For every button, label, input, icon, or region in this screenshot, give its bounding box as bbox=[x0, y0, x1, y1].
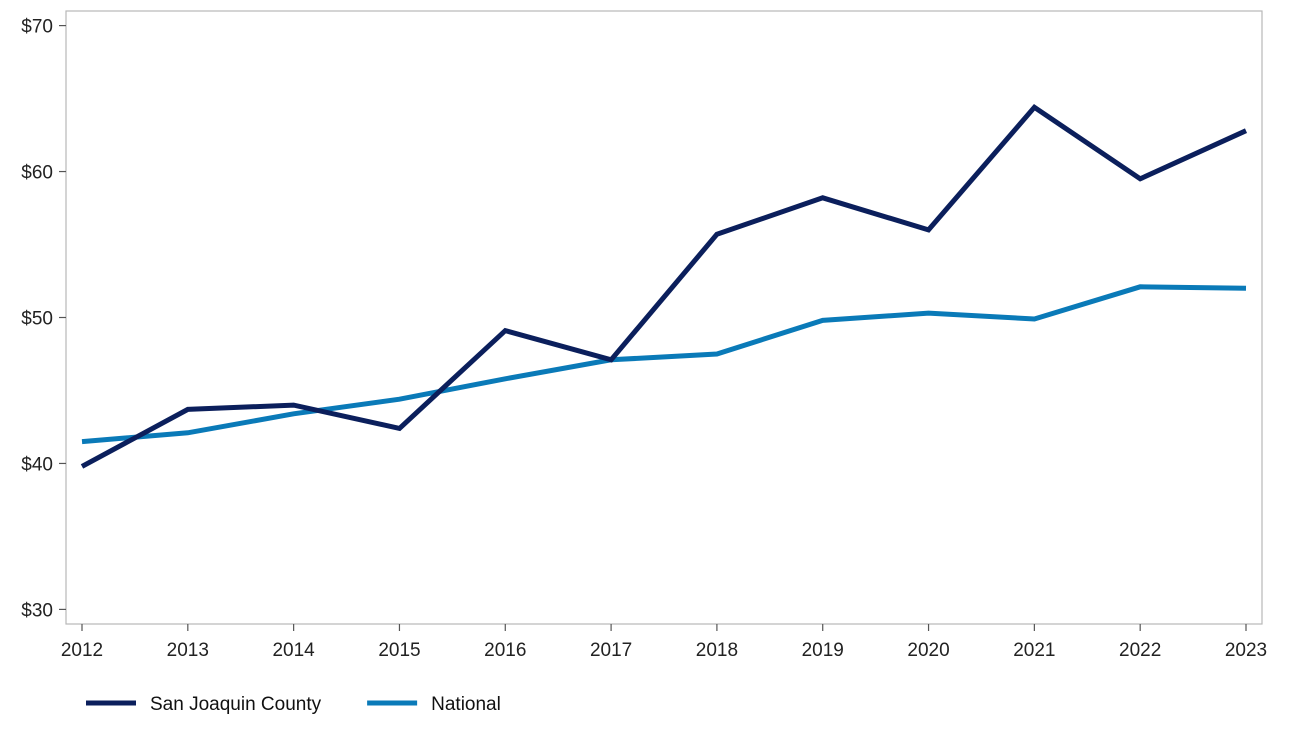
series-line-national bbox=[81, 284, 1247, 445]
y-tick-label: $50 bbox=[21, 309, 53, 330]
x-tick-label: 2013 bbox=[167, 640, 209, 661]
series-layer bbox=[80, 103, 1248, 469]
x-tick-label: 2012 bbox=[61, 640, 103, 661]
legend: San Joaquin County National bbox=[86, 694, 501, 715]
series-line-san-joaquin-county bbox=[80, 103, 1248, 469]
plot-frame bbox=[65, 10, 1263, 625]
x-tick-label: 2020 bbox=[907, 640, 949, 661]
legend-label: San Joaquin County bbox=[150, 694, 322, 715]
y-tick-label: $30 bbox=[21, 600, 53, 621]
legend-item: San Joaquin County bbox=[86, 694, 322, 715]
x-tick-label: 2016 bbox=[484, 640, 526, 661]
x-tick-label: 2021 bbox=[1013, 640, 1055, 661]
x-tick-label: 2015 bbox=[378, 640, 420, 661]
y-tick-label: $60 bbox=[21, 163, 53, 184]
x-tick-label: 2014 bbox=[272, 640, 315, 661]
x-tick-label: 2022 bbox=[1119, 640, 1161, 661]
x-axis: 2012 2013 2014 2015 2016 2017 2018 2019 2020 2021… bbox=[61, 624, 1267, 661]
y-tick-label: $70 bbox=[21, 17, 53, 38]
x-tick-label: 2019 bbox=[802, 640, 844, 661]
y-tick-label: $40 bbox=[21, 454, 53, 475]
legend-label: National bbox=[431, 694, 501, 715]
y-axis: $30 $40 $50 $60 $70 bbox=[21, 17, 66, 621]
x-tick-label: 2018 bbox=[696, 640, 738, 661]
legend-item: National bbox=[367, 694, 501, 715]
x-tick-label: 2023 bbox=[1225, 640, 1267, 661]
x-tick-label: 2017 bbox=[590, 640, 632, 661]
